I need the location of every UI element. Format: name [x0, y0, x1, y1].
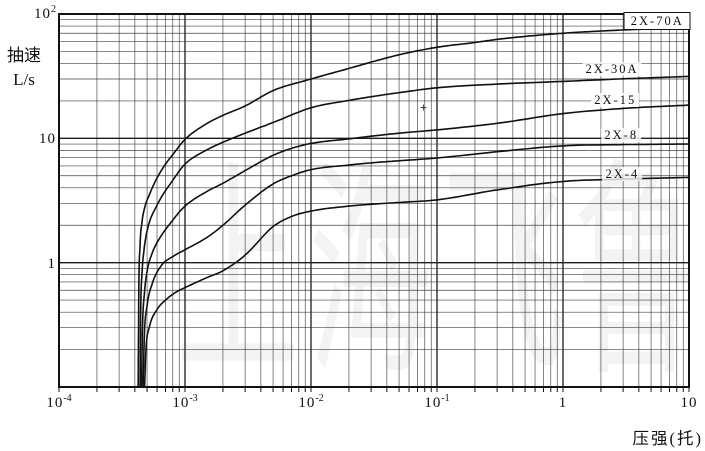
y-tick-label-1-base: 10: [39, 131, 56, 148]
curve-2x-70a: [137, 26, 689, 387]
x-tick-label-1-exp: -3: [189, 393, 198, 404]
series-label-2x-15: 2X-15: [591, 93, 640, 108]
x-tick-label-0: 10-4: [31, 393, 87, 412]
y-tick-label-0-exp: 2: [51, 4, 56, 15]
curve-2x-15: [140, 104, 689, 387]
x-tick-label-5-base: 10: [680, 395, 698, 411]
y-tick-label-1: 10: [0, 129, 56, 148]
y-tick-label-2-base: 1: [47, 255, 56, 272]
x-axis-title: 压强(托): [632, 429, 703, 448]
x-tick-label-2: 10-2: [283, 393, 339, 412]
series-label-2x-30a: 2X-30A: [582, 62, 642, 77]
y-axis-title: 抽速 L/s: [2, 44, 46, 92]
x-tick-label-5: 10: [661, 393, 705, 412]
series-label-2x-8: 2X-8: [601, 128, 642, 143]
y-axis-title-line2: L/s: [13, 70, 35, 89]
series-label-2x-4: 2X-4: [602, 167, 643, 182]
pump-curves: [137, 26, 689, 387]
curve-2x-4: [143, 176, 689, 387]
x-tick-label-1-base: 10: [172, 395, 190, 411]
x-tick-label-1: 10-3: [157, 393, 213, 412]
plot-frame: [58, 13, 690, 388]
x-tick-label-4: 1: [535, 393, 591, 412]
x-tick-label-3: 10-1: [409, 393, 465, 412]
x-tick-label-0-base: 10: [46, 395, 64, 411]
y-tick-label-2: 1: [0, 254, 56, 273]
y-tick-label-0-base: 10: [34, 6, 51, 22]
y-axis-title-line1: 抽速: [7, 46, 41, 65]
x-tick-label-0-exp: -4: [63, 393, 72, 404]
y-tick-label-0: 102: [0, 4, 56, 23]
curve-2x-30a: [139, 75, 689, 387]
x-tick-label-4-base: 1: [558, 395, 568, 411]
x-tick-label-3-exp: -1: [441, 393, 450, 404]
series-label-2x-70a: 2X-70A: [623, 11, 691, 30]
scan-speck: [420, 104, 427, 111]
x-tick-label-3-base: 10: [424, 395, 442, 411]
x-tick-label-2-base: 10: [298, 395, 316, 411]
curve-2x-8: [142, 143, 689, 387]
x-tick-label-2-exp: -2: [315, 393, 324, 404]
